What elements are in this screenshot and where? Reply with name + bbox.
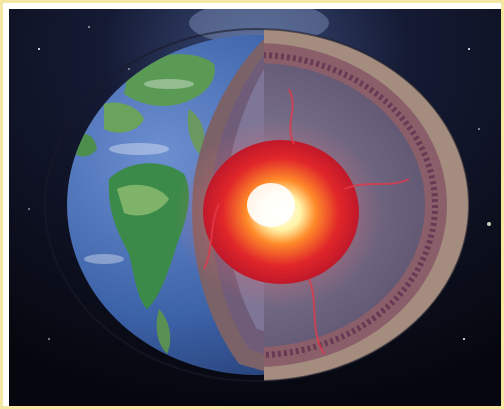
magma-veins: [203, 88, 410, 355]
earth-illustration: [9, 9, 501, 406]
stars: [28, 26, 491, 340]
inner-core: [247, 183, 295, 227]
clouds: [84, 79, 194, 264]
earth-cross-section-svg: [9, 9, 501, 406]
continents: [71, 54, 215, 354]
